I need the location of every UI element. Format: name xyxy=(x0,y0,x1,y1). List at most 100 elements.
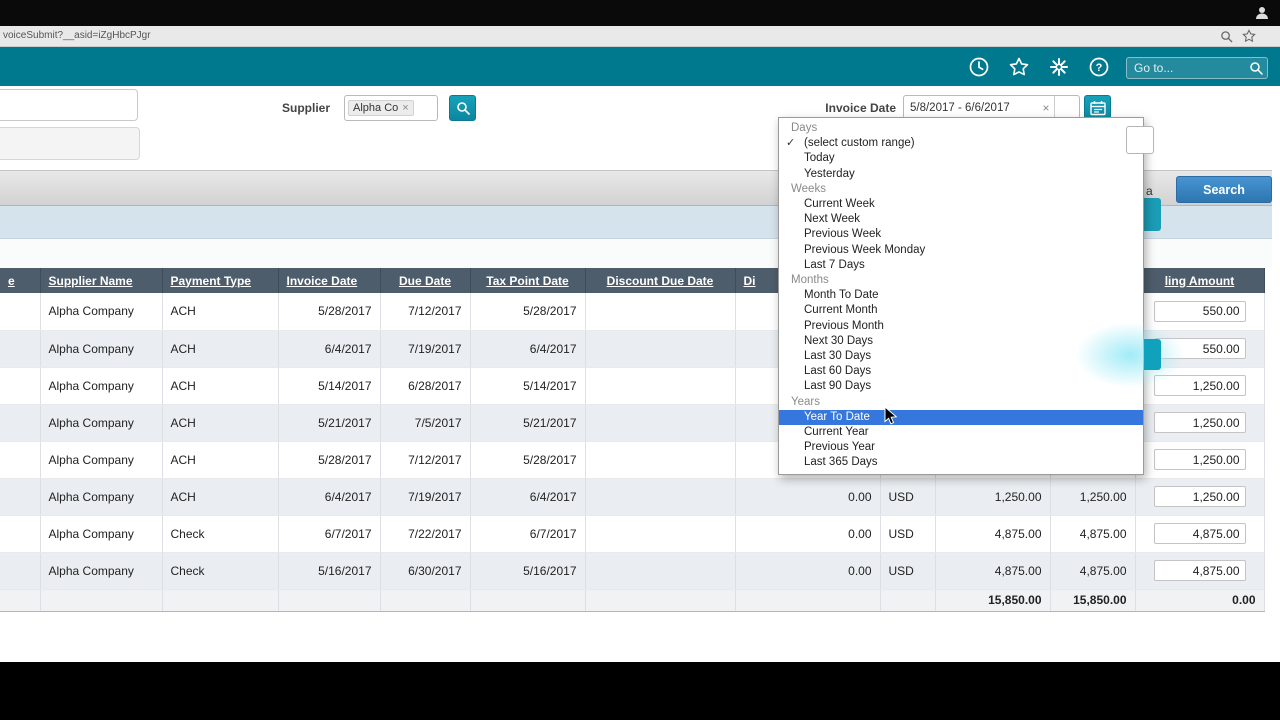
user-profile-icon[interactable] xyxy=(1254,5,1270,26)
dropdown-option-month-to-date[interactable]: Month To Date xyxy=(804,289,879,302)
cell xyxy=(585,588,736,612)
cell-billing xyxy=(1135,515,1265,553)
supplier-multiselect[interactable]: Alpha Co × xyxy=(344,95,438,121)
invoice-date-clear-icon[interactable]: × xyxy=(1042,101,1050,115)
cell: Alpha Company xyxy=(40,478,163,516)
col-header-due-date[interactable]: Due Date xyxy=(380,268,471,293)
filter-field-partial-bottom[interactable] xyxy=(0,127,140,160)
dropdown-option-current-week[interactable]: Current Week xyxy=(804,198,875,211)
billing-amount-input[interactable] xyxy=(1153,560,1246,581)
supplier-chip-remove-icon[interactable]: × xyxy=(402,102,409,114)
cell: 6/4/2017 xyxy=(470,330,586,368)
cell xyxy=(0,404,41,442)
recent-records-clock-icon[interactable] xyxy=(968,56,990,78)
dropdown-option-today[interactable]: Today xyxy=(804,152,835,165)
supplier-search-button[interactable] xyxy=(449,95,476,121)
dropdown-option-next-week[interactable]: Next Week xyxy=(804,213,861,226)
cell-billing xyxy=(1135,552,1265,590)
billing-amount-input[interactable] xyxy=(1153,412,1246,433)
partial-white-field[interactable] xyxy=(1126,126,1154,154)
table-row: Alpha Company ACH 6/4/2017 7/19/2017 6/4/201… xyxy=(0,478,1265,516)
window-top-bar xyxy=(0,0,1280,26)
cell xyxy=(162,588,279,612)
cell: 6/7/2017 xyxy=(470,515,586,553)
cell: 6/4/2017 xyxy=(470,478,586,516)
partial-teal-button-top[interactable] xyxy=(1144,198,1161,231)
dropdown-option-year-to-date[interactable]: Year To Date xyxy=(779,409,1143,426)
cell: 4,875.00 xyxy=(935,552,1051,590)
cell-billing xyxy=(1135,293,1265,331)
help-icon[interactable]: ? xyxy=(1088,56,1110,78)
col-header-tax-point-date[interactable]: Tax Point Date xyxy=(470,268,586,293)
col-header-supplier-name[interactable]: Supplier Name xyxy=(40,268,163,293)
cell xyxy=(0,515,41,553)
cell xyxy=(585,404,736,442)
cell: 6/7/2017 xyxy=(278,515,381,553)
goto-search-input[interactable] xyxy=(1126,57,1268,79)
billing-amount-input[interactable] xyxy=(1153,300,1246,322)
invoice-date-sub-field[interactable] xyxy=(1054,96,1079,120)
billing-amount-input[interactable] xyxy=(1153,449,1246,470)
cell: 1,250.00 xyxy=(1050,478,1136,516)
goto-search[interactable] xyxy=(1126,57,1268,79)
bookmark-star-icon[interactable] xyxy=(1242,29,1256,48)
dropdown-option-current-year[interactable]: Current Year xyxy=(804,426,869,439)
billing-amount-input[interactable] xyxy=(1153,338,1246,359)
dropdown-option-current-month[interactable]: Current Month xyxy=(804,304,878,317)
cell xyxy=(0,293,41,331)
cell: 7/5/2017 xyxy=(380,404,471,442)
supplier-label: Supplier xyxy=(281,101,330,115)
cell: 5/28/2017 xyxy=(278,441,381,479)
settings-flower-icon[interactable] xyxy=(1048,56,1070,78)
col-header-invoice-date[interactable]: Invoice Date xyxy=(278,268,381,293)
cell: 7/22/2017 xyxy=(380,515,471,553)
cell: 4,875.00 xyxy=(1050,552,1136,590)
cell: ACH xyxy=(162,367,279,405)
shortcuts-star-icon[interactable] xyxy=(1008,56,1030,78)
dropdown-option-label: (select custom range) xyxy=(804,137,915,150)
supplier-chip-label: Alpha Co xyxy=(353,102,399,114)
dropdown-option-previous-month[interactable]: Previous Month xyxy=(804,319,884,332)
dropdown-option-last-7-days[interactable]: Last 7 Days xyxy=(804,258,865,271)
dropdown-group-weeks: Weeks xyxy=(791,182,826,195)
cell xyxy=(585,330,736,368)
col-header-payment-type[interactable]: Payment Type xyxy=(162,268,279,293)
dropdown-option-previous-year[interactable]: Previous Year xyxy=(804,441,875,454)
partial-teal-button-mid[interactable] xyxy=(1144,339,1161,370)
cell: 0.00 xyxy=(735,515,881,553)
svg-text:?: ? xyxy=(1096,62,1103,74)
billing-amount-input[interactable] xyxy=(1153,523,1246,544)
cell xyxy=(585,367,736,405)
filter-field-partial-top[interactable] xyxy=(0,89,138,121)
col-header-billing-amount[interactable]: ling Amount xyxy=(1135,268,1265,293)
bottom-letterbox xyxy=(0,662,1280,720)
cell xyxy=(40,588,163,612)
dropdown-group-days: Days xyxy=(791,122,818,134)
cell: Alpha Company xyxy=(40,293,163,331)
zoom-page-icon[interactable] xyxy=(1220,30,1233,48)
dropdown-option-yesterday[interactable]: Yesterday xyxy=(804,167,855,180)
col-header-discount-due-date[interactable]: Discount Due Date xyxy=(585,268,736,293)
dropdown-option-previous-week[interactable]: Previous Week xyxy=(804,228,882,241)
cell: Alpha Company xyxy=(40,404,163,442)
dropdown-option-last-90-days[interactable]: Last 90 Days xyxy=(804,380,872,393)
total-billing: 0.00 xyxy=(1135,588,1265,612)
dropdown-option-last-60-days[interactable]: Last 60 Days xyxy=(804,365,872,378)
cell: USD xyxy=(880,552,936,590)
cell xyxy=(0,441,41,479)
dropdown-option-next-30-days[interactable]: Next 30 Days xyxy=(804,334,874,347)
dropdown-option-last-365-days[interactable]: Last 365 Days xyxy=(804,456,878,469)
billing-amount-input[interactable] xyxy=(1153,486,1246,507)
cell: 0.00 xyxy=(735,478,881,516)
dropdown-option-previous-week-monday[interactable]: Previous Week Monday xyxy=(804,243,926,256)
dropdown-option-last-30-days[interactable]: Last 30 Days xyxy=(804,350,872,363)
invoice-date-value: 5/8/2017 - 6/6/2017 xyxy=(910,102,1010,114)
checkmark-icon: ✓ xyxy=(786,137,796,150)
browser-address-bar[interactable]: voiceSubmit?__asid=iZgHbcPJgr xyxy=(0,26,1280,47)
billing-amount-input[interactable] xyxy=(1153,375,1246,396)
dropdown-option-custom-range[interactable]: ✓ (select custom range) xyxy=(779,136,1143,151)
cell: ACH xyxy=(162,404,279,442)
cell: 6/4/2017 xyxy=(278,330,381,368)
col-header-type[interactable]: e xyxy=(0,268,41,293)
search-button[interactable]: Search xyxy=(1176,176,1272,203)
